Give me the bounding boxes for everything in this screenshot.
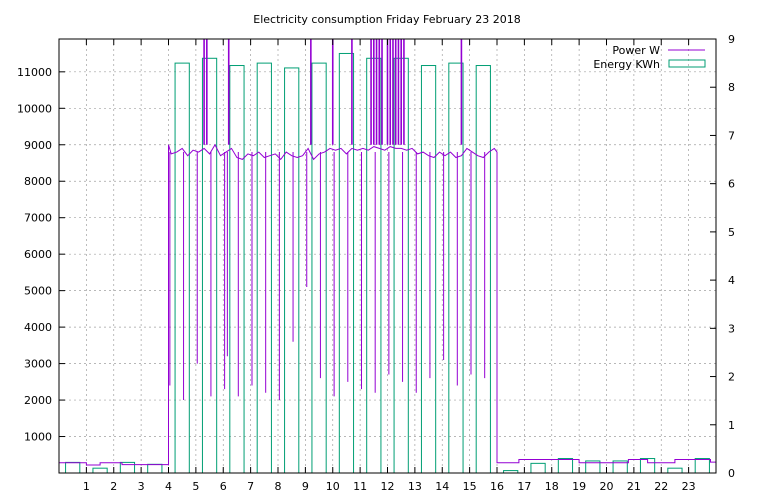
y-tick-label: 11000	[17, 66, 52, 79]
x-tick-label: 2	[110, 480, 117, 493]
x-tick-label: 17	[517, 480, 531, 493]
x-tick-label: 14	[435, 480, 449, 493]
energy-bar	[284, 67, 300, 474]
y2-tick-label: 5	[728, 226, 735, 239]
y-tick-label: 4000	[24, 321, 52, 334]
x-tick-label: 15	[463, 480, 477, 493]
x-tick-label: 6	[220, 480, 227, 493]
x-tick-label: 19	[572, 480, 586, 493]
y2-tick-label: 1	[728, 419, 735, 432]
x-tick-label: 13	[408, 480, 422, 493]
energy-bar	[557, 458, 574, 474]
energy-bar	[256, 62, 272, 474]
energy-bar	[174, 62, 190, 474]
y-axis-ticks: 1000 2000 3000 4000 5000 6000 7000 8000 9000 1000…	[17, 66, 65, 444]
energy-bar	[147, 463, 163, 474]
y2-tick-label: 9	[728, 33, 735, 46]
y-tick-label: 9000	[24, 139, 52, 152]
chart-title: Electricity consumption Friday February …	[253, 13, 520, 26]
energy-bar	[92, 467, 108, 474]
y2-tick-label: 2	[728, 371, 735, 384]
x-axis-ticks: 1 2 3 4 5 6 7 8 9 10 11 12 13 14 15 16 17 18 19 20 21 22 23	[83, 39, 696, 493]
y2-tick-label: 7	[728, 129, 735, 142]
x-tick-label: 12	[381, 480, 395, 493]
y-tick-label: 10000	[17, 102, 52, 115]
legend-swatch-energy	[668, 59, 706, 68]
x-tick-label: 20	[600, 480, 614, 493]
y-tick-label: 2000	[24, 394, 52, 407]
x-tick-label: 1	[83, 480, 90, 493]
y2-tick-label: 6	[728, 178, 735, 191]
x-tick-label: 18	[545, 480, 559, 493]
x-tick-label: 3	[138, 480, 145, 493]
x-tick-label: 10	[326, 480, 340, 493]
y-tick-label: 5000	[24, 285, 52, 298]
legend-label-energy: Energy KWh	[593, 58, 660, 71]
energy-bar	[530, 462, 546, 474]
y2-tick-label: 3	[728, 322, 735, 335]
y-tick-label: 3000	[24, 358, 52, 371]
y2-axis-ticks: 0 1 2 3 4 5 6 7 8 9	[710, 33, 735, 480]
y-tick-label: 1000	[24, 431, 52, 444]
energy-bar	[667, 467, 683, 474]
energy-bar	[475, 65, 491, 474]
energy-bar	[65, 461, 81, 474]
y2-tick-label: 4	[728, 274, 735, 287]
x-tick-label: 4	[165, 480, 172, 493]
x-tick-label: 22	[654, 480, 668, 493]
y-tick-label: 8000	[24, 175, 52, 188]
x-tick-label: 7	[247, 480, 254, 493]
x-tick-label: 11	[353, 480, 367, 493]
x-tick-label: 16	[490, 480, 504, 493]
y-tick-label: 6000	[24, 248, 52, 261]
y-tick-label: 7000	[24, 212, 52, 225]
x-tick-label: 5	[192, 480, 199, 493]
x-tick-label: 23	[682, 480, 696, 493]
energy-bar	[229, 65, 245, 474]
power-line	[59, 39, 716, 466]
energy-bar	[311, 62, 327, 474]
x-tick-label: 9	[302, 480, 309, 493]
legend-label-power: Power W	[612, 44, 660, 57]
x-tick-label: 8	[275, 480, 282, 493]
energy-bar	[694, 458, 710, 474]
energy-bar	[420, 65, 437, 474]
y2-tick-label: 0	[728, 467, 735, 480]
x-tick-label: 21	[627, 480, 641, 493]
y2-tick-label: 8	[728, 81, 735, 94]
